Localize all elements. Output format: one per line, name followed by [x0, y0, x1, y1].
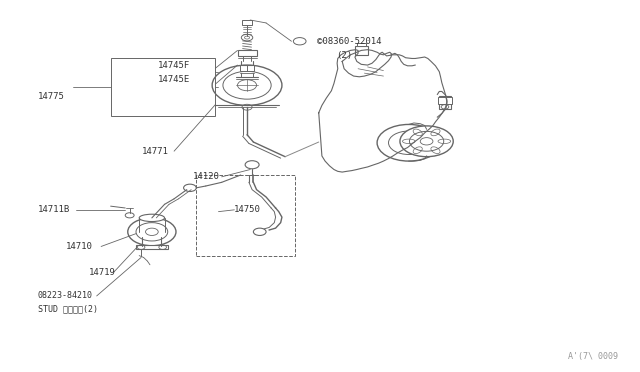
Text: 08223-84210: 08223-84210 [38, 291, 93, 301]
Text: ©08360-52014: ©08360-52014 [317, 37, 381, 46]
Circle shape [184, 184, 196, 192]
Text: 14710: 14710 [66, 242, 93, 251]
Text: 14771: 14771 [142, 147, 169, 156]
Circle shape [125, 213, 134, 218]
Text: 14745F: 14745F [158, 61, 191, 70]
Text: 14120: 14120 [193, 172, 220, 181]
Bar [355, 46, 367, 55]
Text: STUD スタッド(2): STUD スタッド(2) [38, 304, 98, 313]
Text: 14775: 14775 [38, 92, 65, 101]
Bar [196, 175, 294, 256]
Text: 14711B: 14711B [38, 205, 70, 214]
Ellipse shape [139, 214, 164, 222]
Bar [439, 96, 451, 109]
Bar [438, 97, 452, 103]
Text: 14719: 14719 [88, 267, 115, 277]
Bar [242, 20, 252, 25]
Text: 14750: 14750 [234, 205, 261, 214]
Circle shape [241, 34, 253, 41]
Bar [240, 65, 254, 71]
Circle shape [128, 218, 176, 246]
Circle shape [377, 125, 440, 161]
Text: A'(7\ 0009: A'(7\ 0009 [568, 352, 618, 361]
Circle shape [253, 228, 266, 235]
Bar [237, 51, 257, 56]
Circle shape [245, 161, 259, 169]
Circle shape [212, 65, 282, 105]
Bar [111, 58, 215, 116]
Bar [356, 43, 365, 46]
Text: (2): (2) [336, 51, 352, 60]
Circle shape [400, 126, 453, 157]
Text: 14745E: 14745E [158, 75, 191, 84]
Bar [136, 245, 168, 249]
